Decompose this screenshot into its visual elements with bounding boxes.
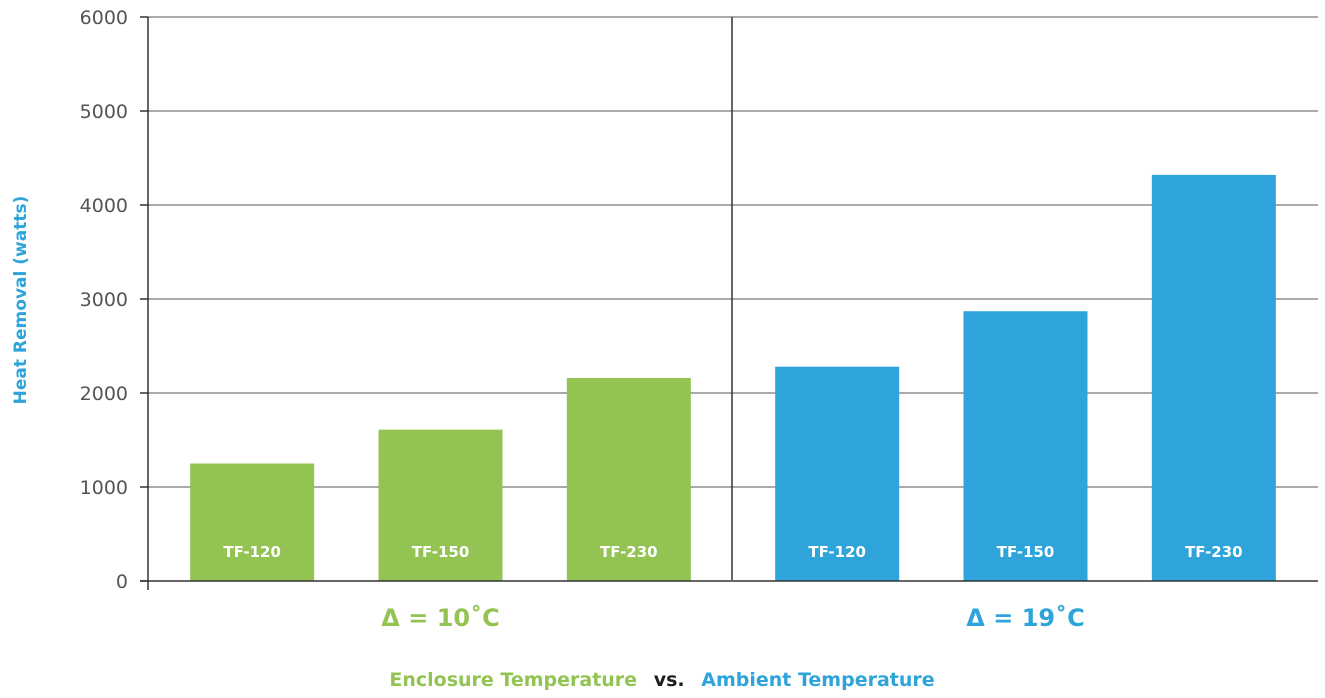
y-tick-label: 5000 — [80, 101, 128, 123]
bars — [190, 174, 1276, 582]
y-tick-label: 4000 — [80, 195, 128, 217]
caption-vs: vs. — [654, 669, 685, 691]
chart-caption: Enclosure Temperature vs. Ambient Temper… — [389, 669, 934, 691]
y-tick-label: 2000 — [80, 383, 128, 405]
group-labels: Δ = 10˚C Δ = 19˚C — [381, 604, 1084, 632]
axes — [140, 17, 1318, 590]
bar-labels: TF-120 TF-150 TF-230 TF-120 TF-150 TF-230 — [223, 543, 1242, 561]
bar-category-label: TF-120 — [223, 543, 281, 561]
gridlines — [148, 16, 1318, 488]
y-axis-ticks: 0 1000 2000 3000 4000 5000 6000 — [80, 7, 148, 593]
bar-category-label: TF-230 — [1185, 543, 1243, 561]
y-tick-label: 0 — [116, 571, 128, 593]
bar — [378, 429, 503, 581]
group-label: Δ = 19˚C — [966, 604, 1084, 632]
bar-category-label: TF-150 — [412, 543, 470, 561]
y-tick-label: 6000 — [80, 7, 128, 29]
y-axis-label: Heat Removal (watts) — [11, 196, 31, 405]
y-tick-label: 3000 — [80, 289, 128, 311]
bar — [190, 463, 315, 581]
bar — [566, 377, 691, 581]
bar — [1151, 174, 1276, 582]
bar — [963, 311, 1088, 581]
bar-category-label: TF-230 — [600, 543, 658, 561]
y-tick-label: 1000 — [80, 477, 128, 499]
caption-ambient: Ambient Temperature — [701, 669, 934, 691]
bar-category-label: TF-120 — [808, 543, 866, 561]
bar-category-label: TF-150 — [997, 543, 1055, 561]
bar — [775, 366, 900, 581]
caption-enclosure: Enclosure Temperature — [389, 669, 637, 691]
group-label: Δ = 10˚C — [381, 604, 499, 632]
